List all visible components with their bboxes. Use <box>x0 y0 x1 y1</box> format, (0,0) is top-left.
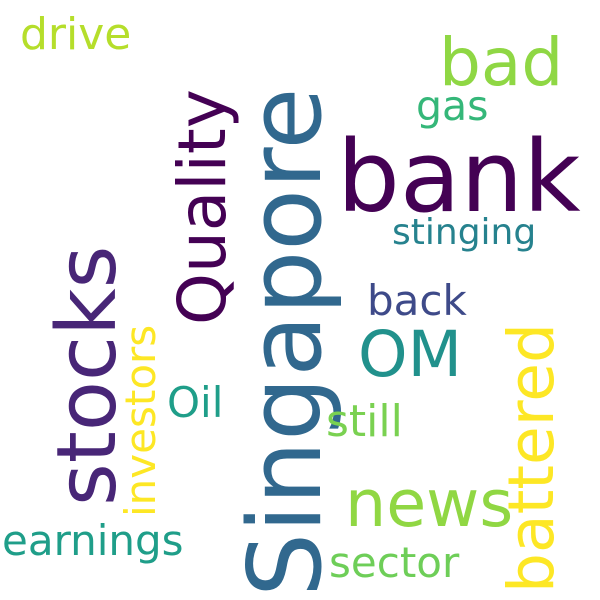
word-investors: investors <box>116 324 165 517</box>
word-singapore: Singapore <box>226 87 344 597</box>
word-bad: bad <box>439 24 564 101</box>
word-sector: sector <box>329 538 460 587</box>
word-news: news <box>345 467 514 542</box>
word-drive: drive <box>20 9 132 60</box>
word-om: OM <box>358 318 462 391</box>
word-stinging: stinging <box>392 212 537 253</box>
word-bank: bank <box>337 120 581 235</box>
word-oil: Oil <box>167 378 224 427</box>
word-back: back <box>367 276 467 325</box>
word-earnings: earnings <box>2 516 184 565</box>
word-quality: Quality <box>164 89 241 325</box>
word-still: still <box>326 396 403 447</box>
word-battered: battered <box>495 322 568 593</box>
word-gas: gas <box>416 82 489 130</box>
